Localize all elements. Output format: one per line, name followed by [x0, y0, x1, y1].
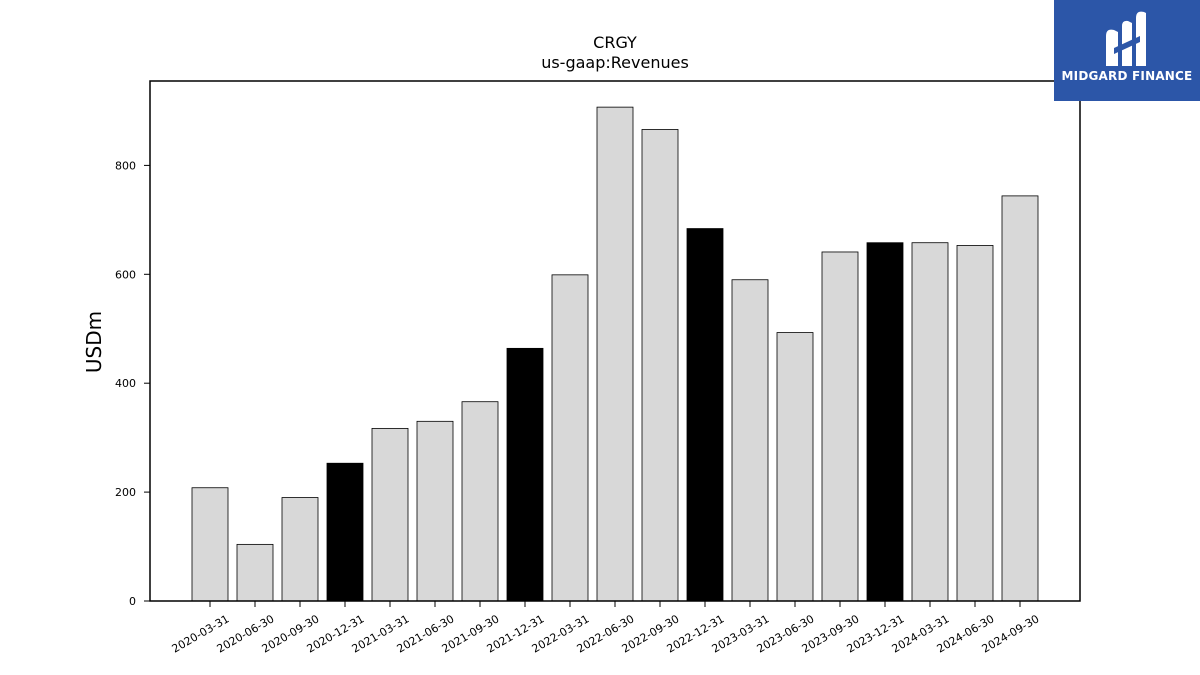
bar-2022-09-30	[641, 129, 679, 602]
bar-2021-03-31	[371, 427, 409, 602]
chart-subtitle: us-gaap:Revenues	[541, 53, 689, 72]
logo-mark-icon	[1106, 11, 1146, 67]
bar-2023-12-31	[866, 242, 904, 602]
plot-frame	[149, 80, 1081, 602]
bar-2020-12-31	[326, 462, 364, 602]
bar-2022-03-31	[551, 274, 589, 602]
logo-text: MIDGARD FINANCE	[1061, 69, 1193, 83]
bar-2022-06-30	[596, 106, 634, 602]
bar-2023-03-31	[731, 279, 769, 602]
bar-2021-09-30	[461, 401, 499, 602]
chart-title: CRGY	[593, 33, 637, 52]
y-tick-label: 800	[115, 159, 136, 172]
bar-2023-09-30	[821, 251, 859, 602]
bars-group	[191, 106, 1039, 602]
y-tick-label: 600	[115, 268, 136, 281]
bar-2020-03-31	[191, 487, 229, 602]
x-axis: 2020-03-312020-06-302020-09-302020-12-31…	[170, 601, 1042, 656]
bar-2021-06-30	[416, 420, 454, 602]
y-tick-label: 200	[115, 486, 136, 499]
bar-2020-09-30	[281, 497, 319, 602]
bar-2021-12-31	[506, 347, 544, 602]
bar-2022-12-31	[686, 228, 724, 602]
midgard-finance-logo: MIDGARD FINANCE	[1054, 0, 1200, 101]
y-tick-label: 0	[129, 595, 136, 608]
bar-2023-06-30	[776, 332, 814, 602]
bar-2024-09-30	[1001, 195, 1039, 602]
bar-2024-03-31	[911, 242, 949, 602]
bar-2020-06-30	[236, 543, 274, 602]
y-axis: 0 200 400 600 800	[115, 159, 150, 608]
bar-2024-06-30	[956, 245, 994, 602]
y-axis-label: USDm	[82, 311, 106, 373]
y-tick-label: 400	[115, 377, 136, 390]
